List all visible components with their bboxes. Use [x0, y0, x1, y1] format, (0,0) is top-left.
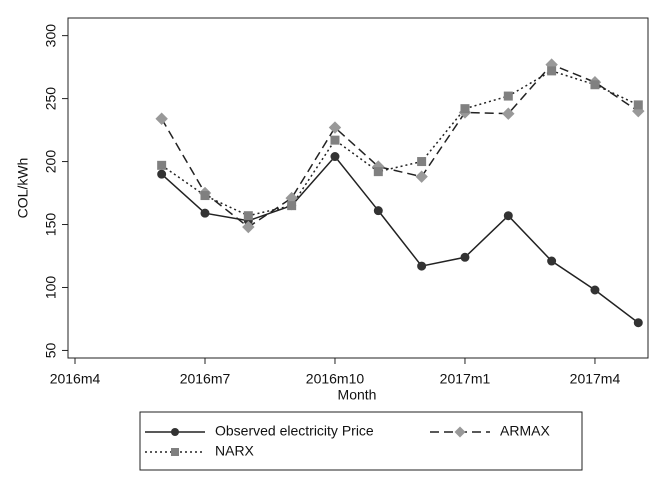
- data-point: [200, 208, 210, 218]
- y-tick-label: 150: [43, 213, 59, 237]
- data-point: [328, 121, 342, 134]
- x-tick-label: 2016m10: [306, 371, 365, 387]
- data-point: [547, 66, 557, 76]
- y-tick-label: 300: [43, 24, 59, 48]
- x-tick-label: 2017m4: [570, 371, 621, 387]
- legend-marker: [171, 428, 179, 436]
- y-tick-label: 50: [43, 342, 59, 358]
- data-point: [590, 285, 600, 295]
- data-point: [633, 100, 643, 110]
- data-point: [157, 169, 167, 179]
- series-line: [161, 63, 639, 228]
- data-point: [503, 91, 513, 101]
- data-point: [460, 252, 470, 262]
- legend-label: NARX: [215, 443, 255, 459]
- legend-label: Observed electricity Price: [215, 423, 374, 439]
- data-point: [242, 220, 255, 234]
- plot-frame: [67, 17, 649, 359]
- data-point: [503, 211, 513, 221]
- series-line: [161, 155, 639, 324]
- data-point: [547, 256, 557, 266]
- y-tick-label: 200: [43, 150, 59, 174]
- x-tick-label: 2017m1: [440, 371, 491, 387]
- data-point: [373, 167, 383, 177]
- y-tick-label: 250: [43, 87, 59, 111]
- data-point: [330, 135, 340, 145]
- data-point: [633, 318, 643, 328]
- x-axis-title: Month: [338, 387, 377, 403]
- legend-marker: [454, 426, 466, 438]
- data-point: [243, 211, 253, 221]
- legend-label: ARMAX: [500, 423, 550, 439]
- x-tick-label: 2016m7: [180, 371, 231, 387]
- data-point: [417, 157, 427, 167]
- y-tick-label: 100: [43, 276, 59, 300]
- data-point: [502, 107, 515, 120]
- legend-box: [139, 411, 583, 471]
- data-point: [200, 191, 210, 201]
- legend-marker: [171, 448, 179, 456]
- data-point: [460, 104, 470, 114]
- y-axis-title: COL/kWh: [15, 158, 31, 219]
- data-point: [415, 170, 428, 183]
- data-point: [330, 152, 340, 162]
- data-point: [417, 261, 427, 271]
- data-point: [590, 80, 600, 90]
- data-point: [287, 201, 297, 211]
- x-tick-label: 2016m4: [50, 371, 101, 387]
- data-point: [155, 112, 168, 125]
- data-point: [157, 160, 167, 170]
- data-point: [373, 206, 383, 216]
